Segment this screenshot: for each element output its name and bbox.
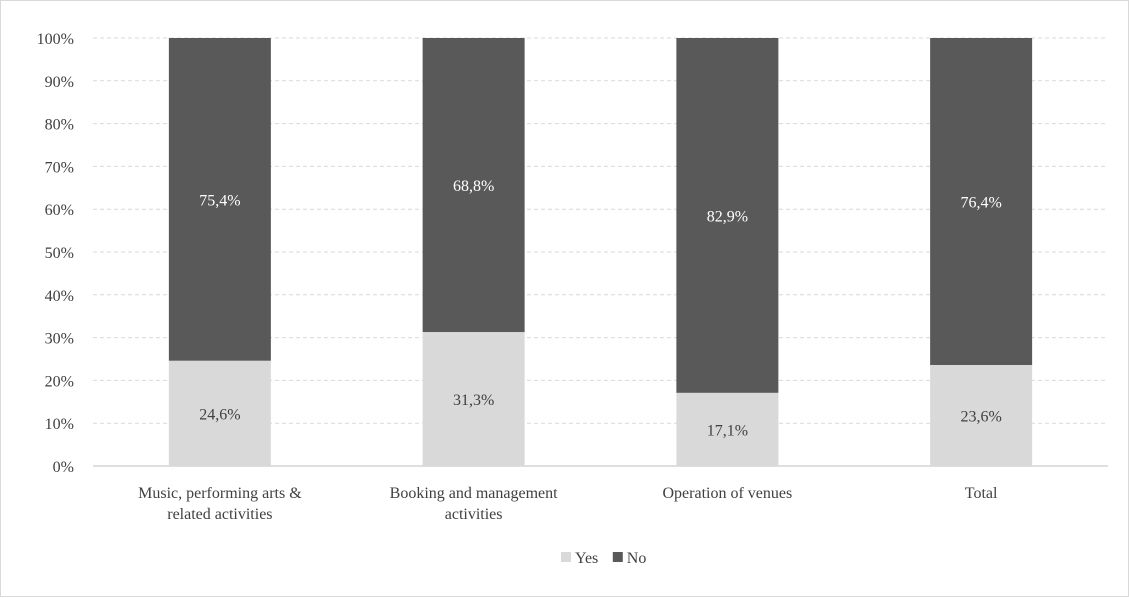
legend-label-no: No (627, 550, 647, 567)
category-label: Operation of venues (663, 485, 793, 502)
data-label: 17,1% (707, 422, 748, 439)
legend-swatch-yes (561, 552, 571, 562)
data-label: 75,4% (199, 192, 240, 209)
category-label: activities (445, 506, 503, 523)
category-label: Music, performing arts & (138, 485, 302, 502)
data-label: 76,4% (960, 194, 1001, 211)
category-label: Booking and management (390, 485, 559, 502)
bar-yes (676, 392, 779, 466)
y-tick-label: 90% (45, 74, 74, 91)
data-label: 82,9% (707, 208, 748, 225)
legend-swatch-no (612, 552, 623, 562)
category-label: Total (965, 485, 998, 502)
y-tick-label: 0% (53, 459, 74, 476)
bar-no (676, 38, 779, 393)
data-label: 23,6% (960, 408, 1001, 425)
bar-no (930, 38, 1033, 365)
data-label: 24,6% (199, 406, 240, 423)
y-tick-label: 40% (45, 288, 74, 305)
bar-yes (930, 364, 1033, 466)
y-tick-label: 10% (45, 416, 74, 433)
y-tick-label: 100% (37, 31, 74, 48)
bar-no (422, 38, 525, 333)
y-tick-label: 80% (45, 117, 74, 134)
y-tick-label: 70% (45, 159, 74, 176)
bar-yes (422, 332, 525, 466)
category-label: related activities (167, 506, 272, 523)
y-tick-label: 20% (45, 373, 74, 390)
legend-label-yes: Yes (575, 550, 598, 567)
data-label: 31,3% (453, 392, 494, 409)
data-label: 68,8% (453, 178, 494, 195)
y-tick-label: 60% (45, 202, 74, 219)
bar-no (168, 38, 271, 361)
y-tick-label: 30% (45, 331, 74, 348)
y-tick-label: 50% (45, 245, 74, 262)
bar-yes (168, 360, 271, 466)
